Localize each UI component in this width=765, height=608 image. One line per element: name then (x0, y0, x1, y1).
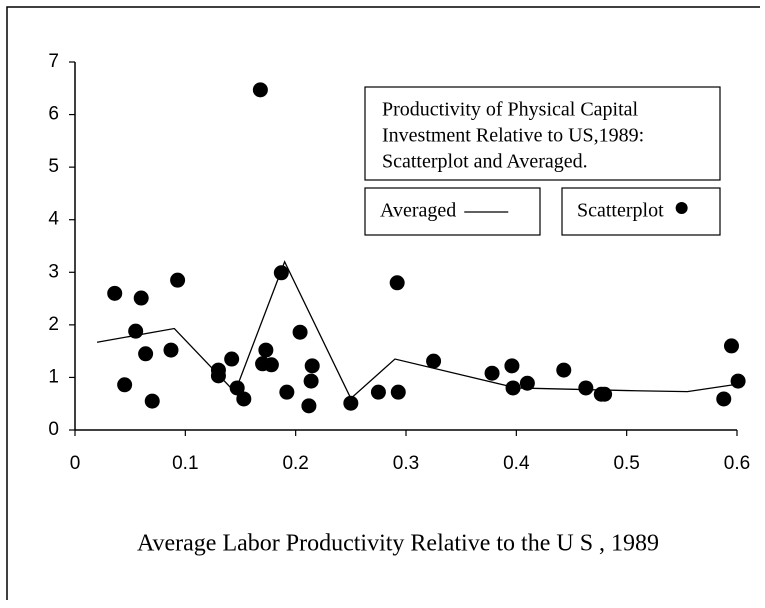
y-tick-label: 4 (48, 209, 59, 230)
scatter-point (484, 365, 500, 381)
scatter-point (716, 391, 732, 407)
scatter-point (252, 82, 268, 98)
chart-title: Investment Relative to US,1989: (382, 125, 644, 147)
legend-label: Scatterplot (577, 200, 664, 222)
chart-title: Productivity of Physical Capital (382, 99, 639, 121)
scatter-point (301, 398, 317, 414)
y-tick-label: 3 (48, 261, 59, 282)
y-tick-label: 2 (48, 314, 59, 335)
x-axis-title: Average Labor Productivity Relative to t… (137, 531, 659, 557)
x-tick-label: 0.2 (282, 453, 308, 474)
scatter-point (279, 384, 295, 400)
frame (6, 6, 760, 600)
x-tick-label: 0.4 (503, 453, 530, 474)
scatter-point (723, 338, 739, 354)
scatter-point (133, 290, 149, 306)
scatter-point (304, 358, 320, 374)
scatter-point (390, 384, 406, 400)
scatter-point (144, 393, 160, 409)
scatter-point (519, 375, 535, 391)
legend-label: Averaged (380, 200, 456, 222)
title-box (364, 86, 721, 181)
y-tick-label: 7 (48, 51, 59, 72)
scatter-point (556, 362, 572, 378)
scatter-point (578, 380, 594, 396)
scatter-point (258, 342, 274, 358)
scatter-point (229, 380, 245, 396)
x-tick-label: 0.5 (613, 453, 639, 474)
scatter-point (224, 351, 240, 367)
x-tick-label: 0 (70, 453, 81, 474)
scatter-point (303, 373, 319, 389)
scatter-point (597, 386, 613, 402)
scatter-point (128, 323, 144, 339)
legend-box (364, 187, 541, 236)
scatter-point (389, 275, 405, 291)
scatter-point (426, 353, 442, 369)
scatter-point (210, 368, 226, 384)
scatter-point (236, 391, 252, 407)
x-tick-label: 0.6 (724, 453, 750, 474)
x-tick-label: 0.3 (393, 453, 419, 474)
average-line (96, 260, 738, 400)
x-tick-label: 0.1 (172, 453, 198, 474)
scatter-point (370, 384, 386, 400)
scatter-point (504, 358, 520, 374)
scatter-point (117, 377, 133, 393)
scatter-point (730, 373, 746, 389)
y-tick-label: 0 (48, 419, 59, 440)
scatter-point (343, 395, 359, 411)
legend-dot (675, 202, 688, 214)
scatter-point (170, 272, 186, 288)
scatter-point (263, 357, 279, 373)
scatter-point (273, 265, 289, 281)
scatter-point (138, 346, 154, 362)
legend-box (561, 187, 721, 236)
scatter-point (107, 285, 123, 301)
scatter-point (292, 324, 308, 340)
y-tick-label: 1 (48, 366, 59, 387)
scatter-point (163, 342, 179, 358)
scatter-point (505, 380, 521, 396)
y-tick-label: 5 (48, 156, 59, 177)
chart-title: Scatterplot and Averaged. (382, 151, 588, 173)
y-tick-label: 6 (48, 104, 59, 125)
